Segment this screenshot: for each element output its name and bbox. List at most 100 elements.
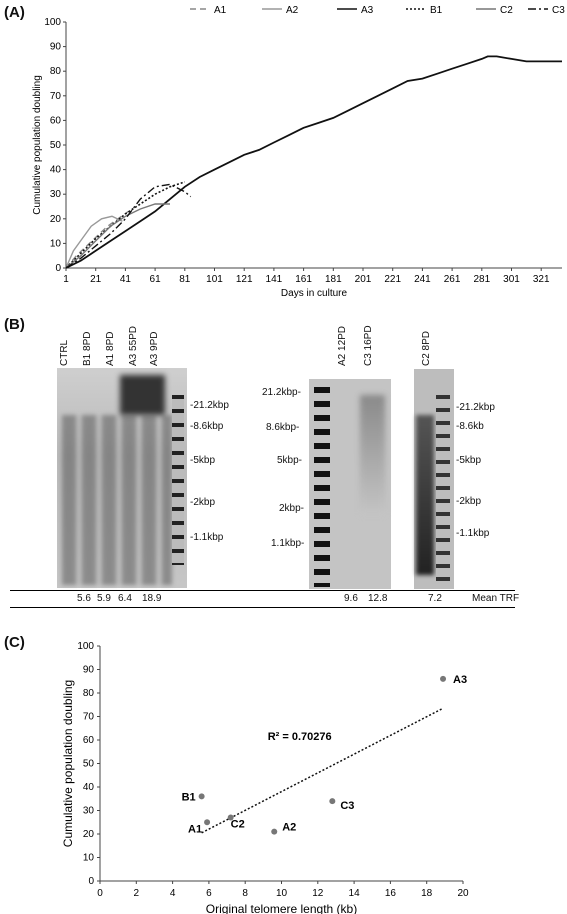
panel-c-label: (C) xyxy=(4,634,25,651)
y-tick-label: 60 xyxy=(83,735,95,746)
marker-left-2: -8.6kbp xyxy=(190,421,224,432)
data-point-a3 xyxy=(440,675,447,682)
x-tick-label: 16 xyxy=(385,888,397,899)
trf-value: 9.6 xyxy=(344,593,358,604)
x-tick-label: 18 xyxy=(421,888,433,899)
marker-right-3: -5kbp xyxy=(456,455,482,466)
marker-left-1: -21.2kbp xyxy=(190,400,229,411)
marker-mid-5: 1.1kbp- xyxy=(271,538,305,549)
x-tick-label: 2 xyxy=(134,888,140,899)
panel-a-label: (A) xyxy=(4,4,25,21)
x-tick-label: 6 xyxy=(206,888,212,899)
y-tick-label: 80 xyxy=(83,688,95,699)
y-tick-label: 10 xyxy=(83,853,95,864)
legend-label: B1 xyxy=(430,5,443,16)
data-point-a1 xyxy=(204,819,211,826)
marker-left-4: -2kbp xyxy=(190,497,216,508)
lane-label-b1: B1 8PD xyxy=(82,331,93,366)
x-tick-label: 41 xyxy=(120,274,132,285)
legend-label: A2 xyxy=(286,5,299,16)
x-tick-label: 10 xyxy=(276,888,288,899)
y-tick-label: 50 xyxy=(83,759,95,770)
x-tick-label: 121 xyxy=(236,274,253,285)
marker-mid-2: 8.6kbp- xyxy=(266,422,300,433)
x-tick-label: 281 xyxy=(473,274,490,285)
x-tick-label: 20 xyxy=(457,888,469,899)
y-tick-label: 0 xyxy=(88,876,94,887)
x-tick-label: 241 xyxy=(414,274,431,285)
y-tick-label: 70 xyxy=(50,91,62,102)
marker-left-5: -1.1kbp xyxy=(190,532,224,543)
data-point-b1 xyxy=(198,793,205,800)
lane-label-c3: C3 16PD xyxy=(363,325,374,366)
y-axis-title: Cumulative population doubling xyxy=(61,680,75,847)
x-tick-label: 61 xyxy=(150,274,162,285)
gel-ladder-right xyxy=(436,395,450,585)
x-axis-title: Days in culture xyxy=(281,288,348,299)
y-tick-label: 100 xyxy=(44,17,61,28)
marker-right-4: -2kbp xyxy=(456,496,482,507)
data-point-c2 xyxy=(227,814,234,821)
data-point-label: A3 xyxy=(453,674,467,686)
marker-mid-4: 2kbp- xyxy=(279,503,305,514)
y-tick-label: 80 xyxy=(50,66,62,77)
gel-smear-left xyxy=(62,415,172,585)
marker-right-1: -21.2kbp xyxy=(456,402,495,413)
legend-label: A3 xyxy=(361,5,374,16)
trf-value: 18.9 xyxy=(142,593,162,604)
y-tick-label: 40 xyxy=(83,782,95,793)
legend-label: C2 xyxy=(500,5,513,16)
series-line-c3 xyxy=(65,183,192,269)
x-tick-label: 181 xyxy=(325,274,342,285)
y-tick-label: 90 xyxy=(50,42,62,53)
lane-label-c2: C2 8PD xyxy=(421,330,432,366)
lane-label-a1: A1 8PD xyxy=(105,331,116,366)
lane-label-ctrl: CTRL xyxy=(59,339,70,366)
x-tick-label: 4 xyxy=(170,888,176,899)
x-tick-label: 201 xyxy=(355,274,372,285)
y-tick-label: 20 xyxy=(83,829,95,840)
series-line-a2 xyxy=(65,215,123,269)
trf-label: Mean TRF xyxy=(472,593,520,604)
data-point-a2 xyxy=(271,828,278,835)
x-tick-label: 101 xyxy=(206,274,223,285)
y-tick-label: 0 xyxy=(55,263,61,274)
x-tick-label: 141 xyxy=(266,274,283,285)
y-tick-label: 50 xyxy=(50,140,62,151)
trf-value: 5.9 xyxy=(97,593,111,604)
data-point-label: A2 xyxy=(282,822,296,834)
lane-label-a3-9: A3 9PD xyxy=(149,331,160,366)
legend-label: C3 xyxy=(552,5,565,16)
gel-ladder-left xyxy=(172,395,184,565)
x-tick-label: 0 xyxy=(97,888,103,899)
trf-value: 5.6 xyxy=(77,593,91,604)
trendline xyxy=(201,707,444,834)
x-tick-label: 161 xyxy=(295,274,312,285)
series-line-b1 xyxy=(65,181,186,269)
x-axis-title: Original telomere length (kb) xyxy=(206,902,357,914)
y-tick-label: 40 xyxy=(50,165,62,176)
x-tick-label: 12 xyxy=(312,888,324,899)
x-tick-label: 81 xyxy=(179,274,191,285)
x-tick-label: 261 xyxy=(444,274,461,285)
y-tick-label: 20 xyxy=(50,214,62,225)
gel-band-left xyxy=(120,375,165,415)
y-tick-label: 70 xyxy=(83,712,95,723)
gel-ladder-mid xyxy=(314,387,330,587)
marker-mid-1: 21.2kbp- xyxy=(262,387,301,398)
trf-value: 7.2 xyxy=(428,593,442,604)
gel-smear-right xyxy=(416,415,434,575)
trf-value: 12.8 xyxy=(368,593,388,604)
x-tick-label: 1 xyxy=(63,274,69,285)
lane-label-a3-55: A3 55PD xyxy=(128,325,139,366)
gel-smear-mid xyxy=(360,395,385,515)
marker-left-3: -5kbp xyxy=(190,455,216,466)
legend-label: A1 xyxy=(214,5,227,16)
r-squared-label: R² = 0.70276 xyxy=(268,731,332,743)
data-point-label: C3 xyxy=(340,800,354,812)
x-tick-label: 301 xyxy=(503,274,520,285)
y-tick-label: 60 xyxy=(50,115,62,126)
data-point-label: A1 xyxy=(188,823,202,835)
trf-value: 6.4 xyxy=(118,593,132,604)
x-tick-label: 221 xyxy=(384,274,401,285)
